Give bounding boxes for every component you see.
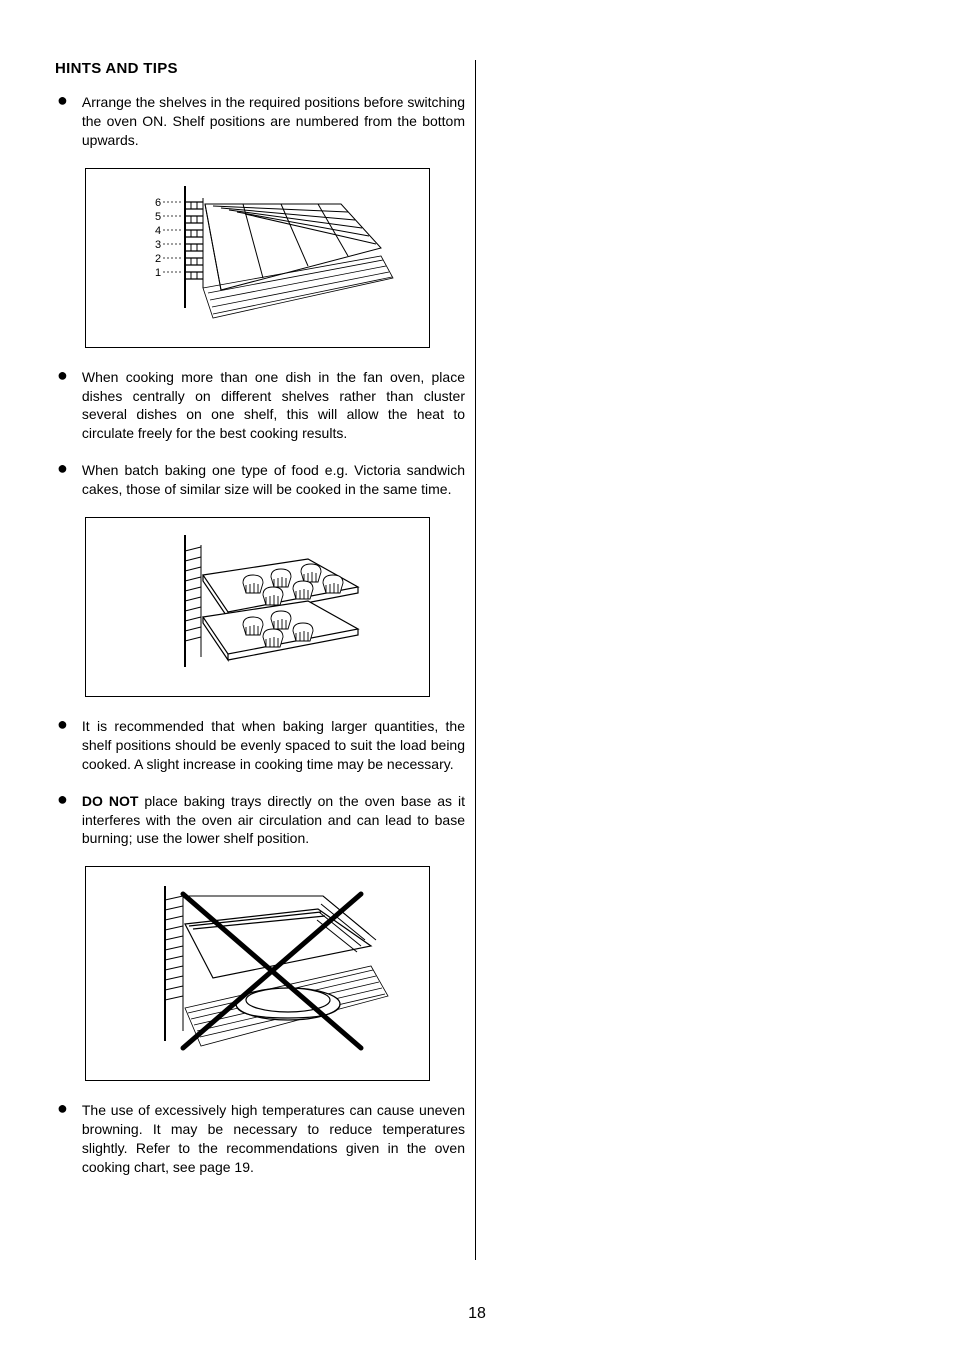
oven-shelves-diagram: 6 5 4 3 2 1 (113, 178, 403, 338)
bullet-text: The use of excessively high temperatures… (82, 1101, 465, 1177)
bullet-icon: ● (57, 717, 68, 731)
bullet-item: ● When batch baking one type of food e.g… (55, 461, 465, 499)
content-column: HINTS AND TIPS ● Arrange the shelves in … (55, 60, 465, 1177)
bullet-text: When cooking more than one dish in the f… (82, 368, 465, 444)
bullet-text: DO NOT place baking trays directly on th… (82, 792, 465, 849)
do-not-base-diagram (113, 876, 403, 1071)
bullet-bold-prefix: DO NOT (82, 793, 139, 809)
section-title: HINTS AND TIPS (55, 60, 465, 77)
bullet-icon: ● (57, 93, 68, 107)
page-number: 18 (468, 1305, 486, 1323)
shelf-label: 5 (155, 211, 161, 223)
bullet-item: ● The use of excessively high temperatur… (55, 1101, 465, 1177)
bullet-icon: ● (57, 368, 68, 382)
bullet-text: When batch baking one type of food e.g. … (82, 461, 465, 499)
bullet-icon: ● (57, 461, 68, 475)
shelf-label: 1 (155, 267, 161, 279)
shelf-label: 2 (155, 253, 161, 265)
bullet-icon: ● (57, 792, 68, 806)
bullet-item: ● It is recommended that when baking lar… (55, 717, 465, 774)
shelf-label: 4 (155, 225, 161, 237)
figure-do-not-base (85, 866, 430, 1081)
column-divider (475, 60, 476, 1260)
figure-shelf-positions: 6 5 4 3 2 1 (85, 168, 430, 348)
bullet-text: Arrange the shelves in the required posi… (82, 93, 465, 150)
batch-baking-diagram (133, 527, 383, 687)
figure-batch-baking (85, 517, 430, 697)
bullet-icon: ● (57, 1101, 68, 1115)
bullet-text-remainder: place baking trays directly on the oven … (82, 793, 465, 847)
shelf-label: 6 (155, 197, 161, 209)
bullet-item: ● When cooking more than one dish in the… (55, 368, 465, 444)
bullet-text: It is recommended that when baking large… (82, 717, 465, 774)
bullet-item: ● Arrange the shelves in the required po… (55, 93, 465, 150)
shelf-label: 3 (155, 239, 161, 251)
bullet-item: ● DO NOT place baking trays directly on … (55, 792, 465, 849)
